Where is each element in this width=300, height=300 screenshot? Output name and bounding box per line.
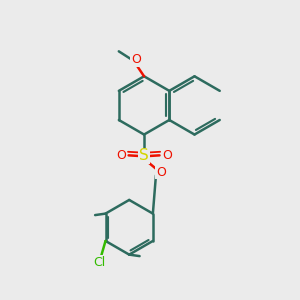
Text: S: S bbox=[139, 148, 149, 164]
Text: O: O bbox=[162, 149, 172, 162]
Text: O: O bbox=[131, 53, 141, 66]
Text: O: O bbox=[116, 149, 126, 162]
Text: O: O bbox=[156, 166, 166, 179]
Text: Cl: Cl bbox=[93, 256, 105, 269]
